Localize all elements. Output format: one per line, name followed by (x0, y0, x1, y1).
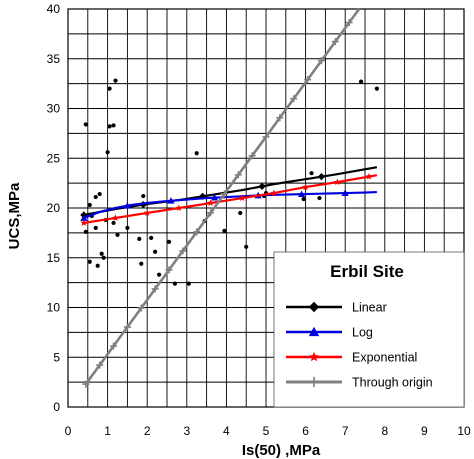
data-point (88, 260, 92, 264)
data-point (238, 211, 242, 215)
y-tick-label: 30 (47, 102, 61, 116)
data-point (375, 87, 379, 91)
data-point (157, 273, 161, 277)
series-exponential (80, 173, 376, 226)
data-point (222, 229, 226, 233)
y-axis-title: UCS,MPa (6, 182, 23, 249)
x-tick-label: 2 (144, 424, 151, 438)
data-point (107, 124, 111, 128)
y-axis: 0 5 10 15 20 25 30 35 40 (47, 2, 61, 414)
x-tick-label: 1 (104, 424, 111, 438)
data-point (195, 151, 199, 155)
y-tick-label: 5 (53, 350, 60, 364)
y-tick-label: 40 (47, 2, 61, 16)
legend-title: Erbil Site (330, 262, 404, 281)
series-marker (258, 183, 265, 190)
data-point (102, 256, 106, 260)
legend-label: Log (352, 326, 373, 340)
y-tick-label: 25 (47, 151, 61, 165)
legend-label: Linear (352, 301, 387, 315)
x-axis: 0 1 2 3 4 5 6 7 8 9 10 (65, 424, 471, 438)
data-point (317, 196, 321, 200)
data-point (244, 245, 248, 249)
data-point (98, 192, 102, 196)
x-tick-label: 3 (183, 424, 190, 438)
x-tick-label: 10 (457, 424, 471, 438)
x-tick-label: 4 (223, 424, 230, 438)
data-point (141, 194, 145, 198)
data-point (125, 226, 129, 230)
x-tick-label: 5 (263, 424, 270, 438)
data-point (100, 252, 104, 256)
data-point (137, 237, 141, 241)
y-tick-label: 0 (53, 400, 60, 414)
x-tick-label: 6 (302, 424, 309, 438)
y-tick-label: 15 (47, 251, 61, 265)
legend-label: Exponential (352, 351, 417, 365)
x-tick-label: 0 (65, 424, 72, 438)
data-point (173, 282, 177, 286)
data-point (167, 240, 171, 244)
data-point (359, 80, 363, 84)
data-point (88, 203, 92, 207)
data-point (96, 264, 100, 268)
data-point (84, 230, 88, 234)
data-point (302, 197, 306, 201)
legend: Erbil Site Linear Log Exponential Through o… (274, 252, 464, 407)
data-point (94, 226, 98, 230)
y-tick-label: 10 (47, 301, 61, 315)
y-tick-label: 20 (47, 201, 61, 215)
series-marker (175, 204, 182, 211)
data-point (106, 150, 110, 154)
data-point (107, 87, 111, 91)
data-point (149, 236, 153, 240)
data-point (139, 262, 143, 266)
legend-label: Through origin (352, 376, 433, 390)
data-point (111, 123, 115, 127)
data-point (84, 122, 88, 126)
data-point (309, 171, 313, 175)
data-point (115, 233, 119, 237)
x-axis-title: Is(50) ,MPa (242, 442, 321, 459)
data-point (113, 79, 117, 83)
data-point (153, 250, 157, 254)
series-marker (366, 173, 373, 180)
series-marker (112, 214, 119, 221)
data-point (111, 221, 115, 225)
x-tick-label: 8 (381, 424, 388, 438)
x-tick-label: 9 (421, 424, 428, 438)
data-point (187, 282, 191, 286)
x-tick-label: 7 (342, 424, 349, 438)
y-tick-label: 35 (47, 52, 61, 66)
series-marker (334, 179, 341, 186)
data-point (94, 195, 98, 199)
series-marker (318, 173, 325, 180)
